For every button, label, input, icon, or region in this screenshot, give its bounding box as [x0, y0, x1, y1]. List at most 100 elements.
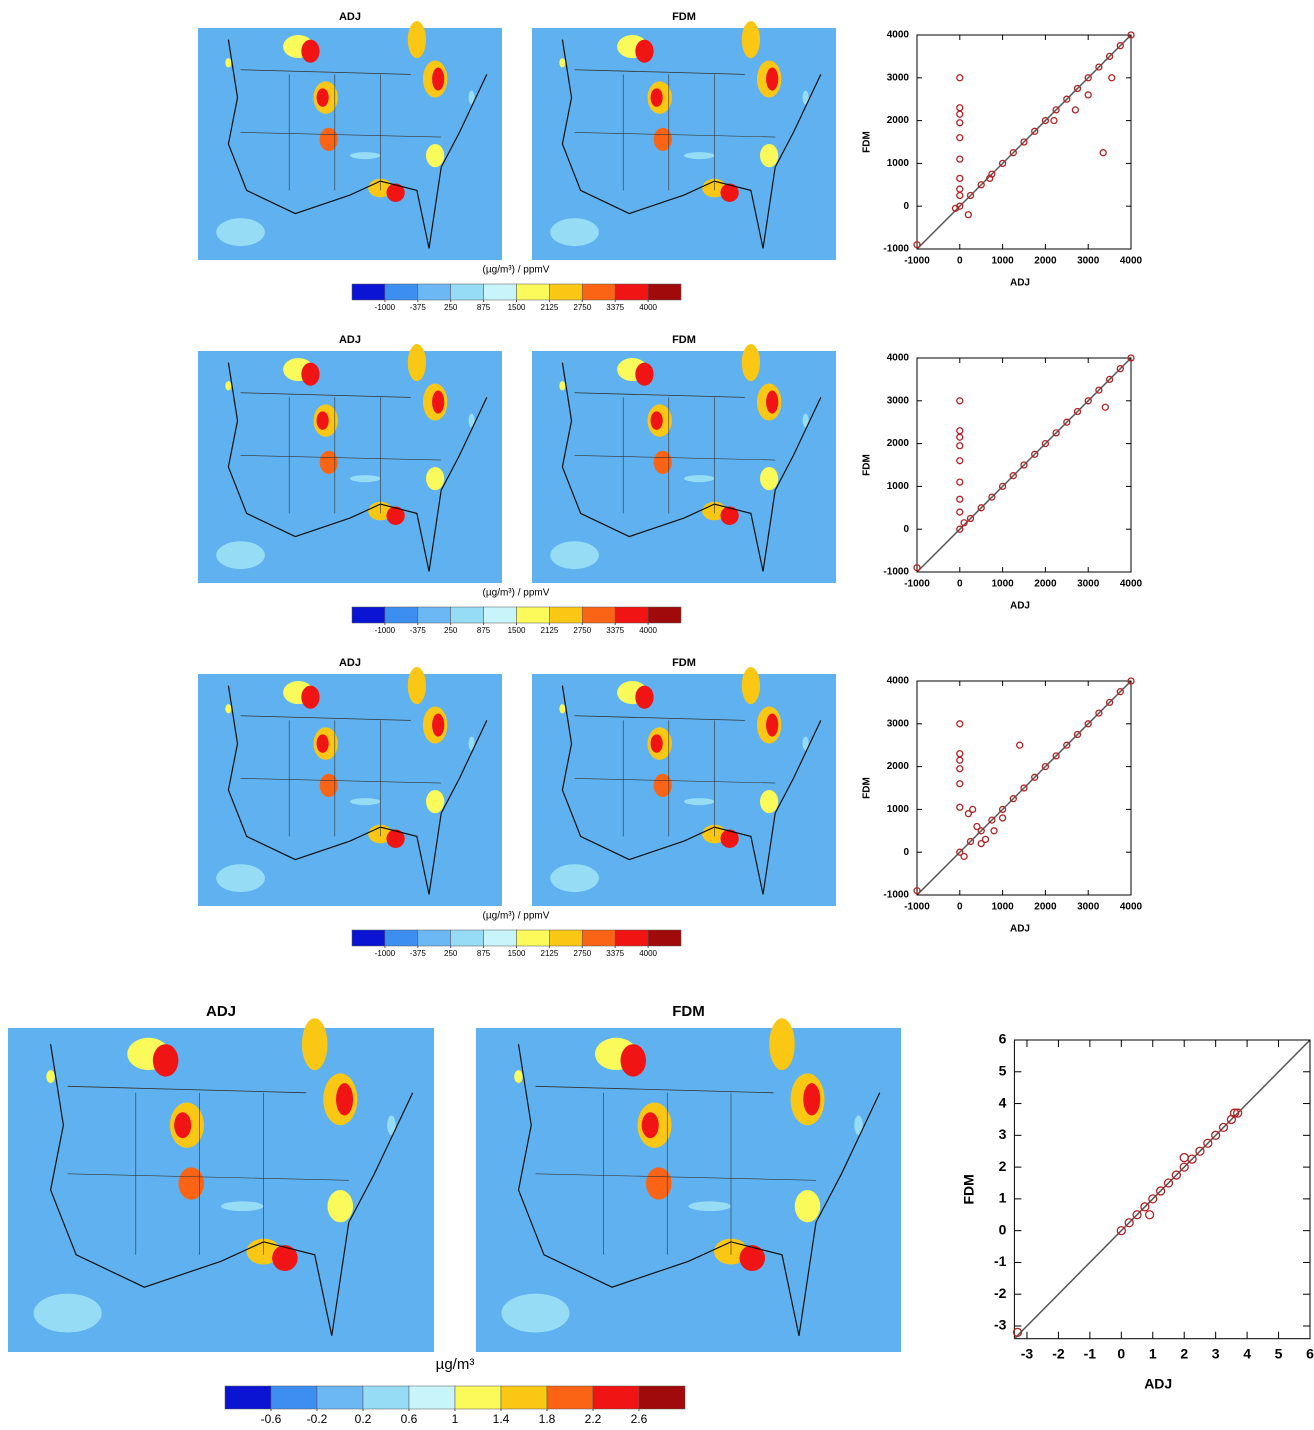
- scatter-point: [956, 750, 964, 758]
- colorbar-swatch: [647, 929, 682, 947]
- y-tick-label: -2: [994, 1285, 1007, 1301]
- scatter-point: [1084, 74, 1092, 82]
- scatter-point: [977, 504, 985, 512]
- scatter-point: [956, 397, 964, 405]
- map-feature: [635, 685, 654, 709]
- x-tick-label: -1: [1084, 1345, 1097, 1361]
- map-title: FDM: [672, 11, 696, 23]
- y-axis-label: FDM: [862, 777, 873, 799]
- y-tick-label: 2: [999, 1158, 1007, 1174]
- colorbar-swatch: [362, 1385, 410, 1410]
- colorbar-tick-label: 2125: [541, 303, 559, 312]
- colorbar-tick-label: -375: [410, 949, 427, 958]
- scatter-point: [1073, 407, 1082, 416]
- colorbar-swatch: [516, 283, 550, 301]
- map-feature: [33, 1293, 102, 1333]
- map-feature: [760, 467, 779, 491]
- map-coastline: [227, 39, 488, 249]
- colorbar-swatch: [454, 1385, 502, 1410]
- map-border: [574, 392, 745, 398]
- map-feature: [653, 773, 672, 797]
- x-tick-label: 0: [1117, 1345, 1125, 1361]
- scatter-point: [1052, 106, 1060, 114]
- colorbar-tick-label: 875: [477, 303, 491, 312]
- x-tick-label: 5: [1275, 1345, 1283, 1361]
- x-tick-label: 1000: [991, 256, 1014, 267]
- map-title: ADJ: [339, 11, 361, 23]
- map-feature: [646, 1167, 672, 1200]
- map-feature: [720, 183, 739, 202]
- x-axis-label: ADJ: [1010, 924, 1030, 935]
- scatter-point: [981, 835, 990, 844]
- map-border: [240, 132, 442, 138]
- scatter-point: [1116, 42, 1124, 50]
- map-border: [240, 392, 411, 398]
- scatter-point: [1163, 1178, 1174, 1188]
- y-tick-label: 0: [903, 847, 909, 858]
- map-feature: [301, 362, 320, 386]
- scatter-point: [1012, 1327, 1023, 1337]
- scatter-point: [1031, 773, 1039, 781]
- map-feature: [760, 790, 779, 814]
- colorbar-tick-label: -1000: [375, 303, 396, 312]
- colorbar-tick-label: 2.2: [585, 1412, 602, 1426]
- map-border: [535, 1173, 817, 1181]
- scatter-point: [1108, 74, 1116, 82]
- scatter-point: [1095, 709, 1103, 717]
- map-feature: [550, 541, 599, 570]
- scatter-point: [1144, 1210, 1155, 1220]
- map-feature: [653, 450, 672, 474]
- x-tick-label: -1000: [904, 579, 930, 590]
- scatter-point: [988, 816, 996, 824]
- scatter-point: [1116, 365, 1124, 373]
- scatter-point: [956, 155, 964, 163]
- colorbar-swatch: [408, 1385, 456, 1410]
- scatter-point: [1229, 1108, 1240, 1118]
- map-feature: [650, 411, 663, 430]
- scatter-point: [998, 805, 1007, 814]
- map-feature: [720, 829, 739, 848]
- identity-line: [916, 357, 1132, 573]
- map-feature: [350, 152, 381, 160]
- map-feature: [684, 152, 715, 160]
- scatter-point: [964, 211, 973, 219]
- map-feature: [769, 1018, 795, 1071]
- map-feature: [635, 39, 654, 63]
- colorbar-tick-label: -375: [410, 626, 427, 635]
- x-tick-label: 4: [1243, 1345, 1251, 1361]
- colorbar-tick-label: 4000: [639, 303, 657, 312]
- colorbar-tick-label: 2.6: [631, 1412, 648, 1426]
- map-feature: [803, 1083, 821, 1116]
- scatter-point: [1179, 1152, 1189, 1163]
- map-feature: [316, 88, 329, 107]
- scatter-point: [968, 805, 977, 814]
- map-feature: [319, 773, 338, 797]
- scatter-point: [1020, 461, 1028, 469]
- map-border: [67, 1085, 307, 1094]
- map-feature: [319, 450, 338, 474]
- scatter-point: [1071, 106, 1080, 114]
- scatter-point: [1195, 1146, 1205, 1156]
- colorbar-tick-label: 1500: [508, 303, 526, 312]
- y-tick-label: 2000: [887, 115, 910, 126]
- scatter-point: [956, 134, 964, 142]
- scatter-point: [1233, 1108, 1243, 1118]
- map-feature: [432, 713, 445, 737]
- scatter-point: [1105, 375, 1114, 384]
- x-tick-label: 4000: [1120, 579, 1143, 590]
- y-tick-label: 0: [999, 1221, 1007, 1237]
- y-tick-label: -1000: [883, 567, 909, 578]
- map-border: [574, 778, 776, 784]
- map-feature: [301, 685, 320, 709]
- plot-frame: [1013, 1039, 1311, 1340]
- scatter-point: [956, 720, 964, 728]
- map-feature: [741, 21, 760, 59]
- map-feature: [766, 390, 779, 414]
- y-axis-label: FDM: [862, 454, 873, 476]
- scatter-point: [1073, 84, 1082, 93]
- map-feature: [301, 1018, 328, 1071]
- scatter-point: [1179, 1162, 1189, 1172]
- colorbar-swatch: [638, 1385, 686, 1410]
- map-border: [574, 715, 745, 721]
